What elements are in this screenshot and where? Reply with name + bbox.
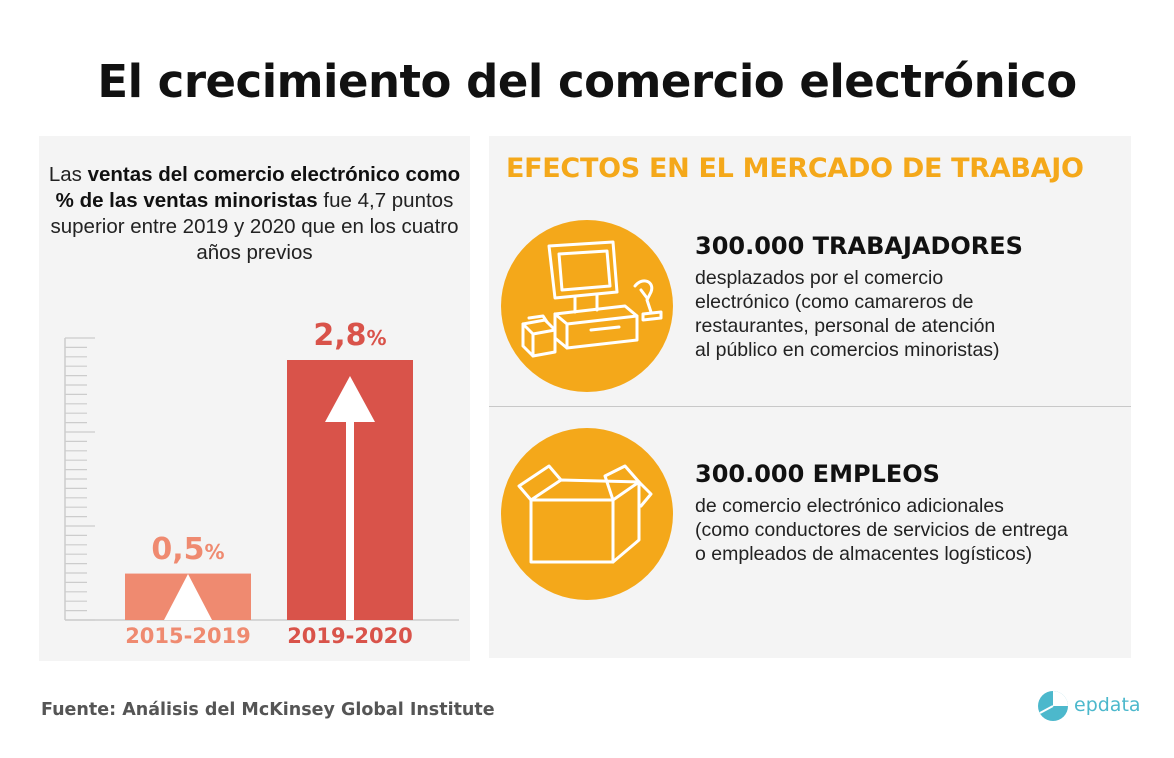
item-description-line: o empleados de almacentes logísticos) (695, 543, 1033, 565)
cash-register-icon (501, 220, 673, 392)
epdata-logo: epdata (1037, 688, 1141, 724)
item-heading: 300.000 EMPLEOS (695, 460, 940, 488)
item-description: desplazados por el comercio electrónico … (695, 266, 1000, 362)
x-tick-label: 2019-2020 (287, 624, 413, 648)
item-heading: 300.000 TRABAJADORES (695, 232, 1023, 260)
divider (489, 406, 1131, 407)
up-arrow (164, 574, 212, 620)
up-arrow-head (325, 376, 375, 422)
up-arrow-shaft (346, 420, 354, 620)
intro-text-start: Las (48, 163, 88, 186)
bar-value-label: 0,5% (151, 531, 225, 567)
source-note: Fuente: Análisis del McKinsey Global Ins… (41, 700, 495, 720)
bar-value-label: 2,8% (313, 318, 387, 353)
bar-chart (64, 337, 459, 621)
chart-panel: Las ventas del comercio electrónico como… (39, 136, 470, 661)
effects-title: EFECTOS EN EL MERCADO DE TRABAJO (506, 153, 1084, 184)
x-tick-label: 2015-2019 (125, 624, 251, 648)
item-description-line: (como conductores de servicios de entreg… (695, 519, 1068, 541)
page-title: El crecimiento del comercio electrónico (97, 55, 1077, 108)
epdata-logo-text: epdata (1074, 694, 1141, 716)
item-description-line: de comercio electrónico adicionales (695, 495, 1004, 517)
item-description: de comercio electrónico adicionales (com… (695, 494, 1068, 566)
effects-panel: EFECTOS EN EL MERCADO DE TRABAJO 300.000… (489, 136, 1131, 658)
intro-text-bold: ventas del comercio electrónico como % d… (55, 163, 461, 212)
open-box-icon (501, 428, 673, 600)
intro-text-end: fue 4,7 puntos superior entre 2019 y 202… (50, 189, 459, 264)
item-description-line: desplazados por el comercio (695, 267, 944, 289)
item-description-line: al público en comercios minoristas) (695, 339, 1000, 361)
item-description-line: restaurantes, personal de atención (695, 315, 996, 337)
chart-intro: Las ventas del comercio electrónico como… (47, 162, 462, 266)
epdata-logo-icon (1038, 691, 1068, 721)
item-description-line: electrónico (como camareros de (695, 291, 974, 313)
